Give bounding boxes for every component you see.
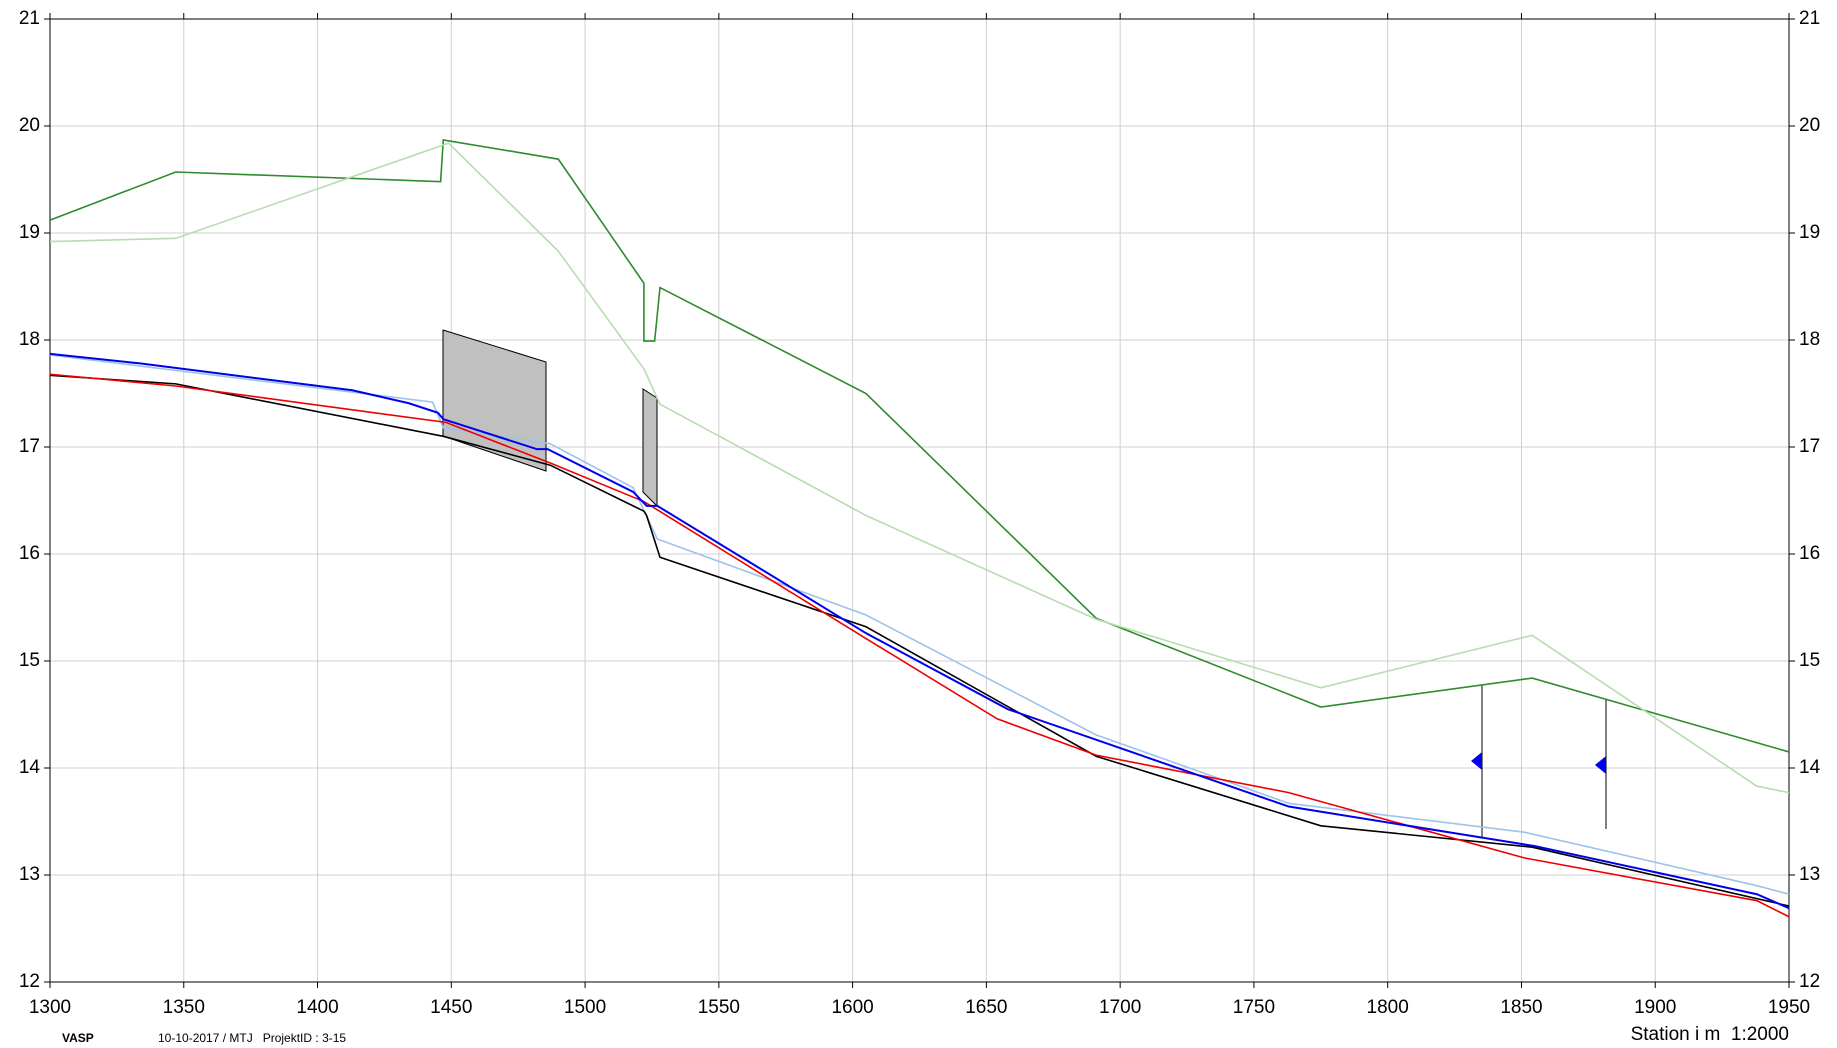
y-tick-label-right: 12 (1799, 971, 1820, 992)
footer-brand: VASP (62, 1031, 94, 1045)
x-tick-label: 1300 (29, 997, 71, 1018)
y-tick-label-right: 21 (1799, 8, 1820, 29)
y-tick-label-right: 17 (1799, 436, 1820, 457)
footer-info: 10-10-2017 / MTJ ProjektID : 3-15 (158, 1031, 346, 1045)
profile-line (49, 352, 1790, 910)
y-tick-label: 19 (19, 222, 40, 243)
x-tick-label: 1850 (1500, 997, 1542, 1018)
y-tick-label-right: 18 (1799, 329, 1820, 350)
y-tick-label: 17 (19, 436, 40, 457)
y-tick-label-right: 16 (1799, 543, 1820, 564)
marker-flag (1595, 756, 1606, 774)
profile-line (49, 138, 1790, 753)
y-tick-label: 20 (19, 115, 40, 136)
x-tick-label: 1350 (163, 997, 205, 1018)
x-tick-label: 1900 (1634, 997, 1676, 1018)
y-tick-label: 21 (19, 8, 40, 29)
x-tick-label: 1750 (1233, 997, 1275, 1018)
y-tick-label: 13 (19, 864, 40, 885)
x-tick-label: 1950 (1768, 997, 1810, 1018)
y-tick-label-right: 20 (1799, 115, 1820, 136)
x-tick-label: 1600 (831, 997, 873, 1018)
profile-line (49, 142, 1790, 794)
y-tick-label-right: 14 (1799, 757, 1821, 778)
profile-line (49, 354, 1790, 896)
y-tick-label: 14 (19, 757, 41, 778)
x-tick-label: 1650 (965, 997, 1007, 1018)
x-tick-label: 1800 (1367, 997, 1409, 1018)
profile-line (49, 374, 1790, 907)
y-tick-label: 16 (19, 543, 40, 564)
y-tick-label: 12 (19, 971, 40, 992)
profile-line (49, 373, 1790, 918)
y-tick-label-right: 19 (1799, 222, 1820, 243)
x-tick-label: 1550 (698, 997, 740, 1018)
x-axis-label: Station i m 1:2000 (1631, 1024, 1789, 1045)
y-tick-label: 15 (19, 650, 40, 671)
x-tick-label: 1500 (564, 997, 606, 1018)
x-tick-label: 1700 (1099, 997, 1141, 1018)
y-tick-label: 18 (19, 329, 40, 350)
structure (642, 388, 658, 508)
structure (442, 329, 547, 472)
x-tick-label: 1400 (296, 997, 338, 1018)
y-tick-label-right: 13 (1799, 864, 1820, 885)
y-tick-label-right: 15 (1799, 650, 1820, 671)
plot-frame (49, 18, 1790, 983)
marker-flag (1471, 752, 1482, 770)
x-tick-label: 1450 (430, 997, 472, 1018)
